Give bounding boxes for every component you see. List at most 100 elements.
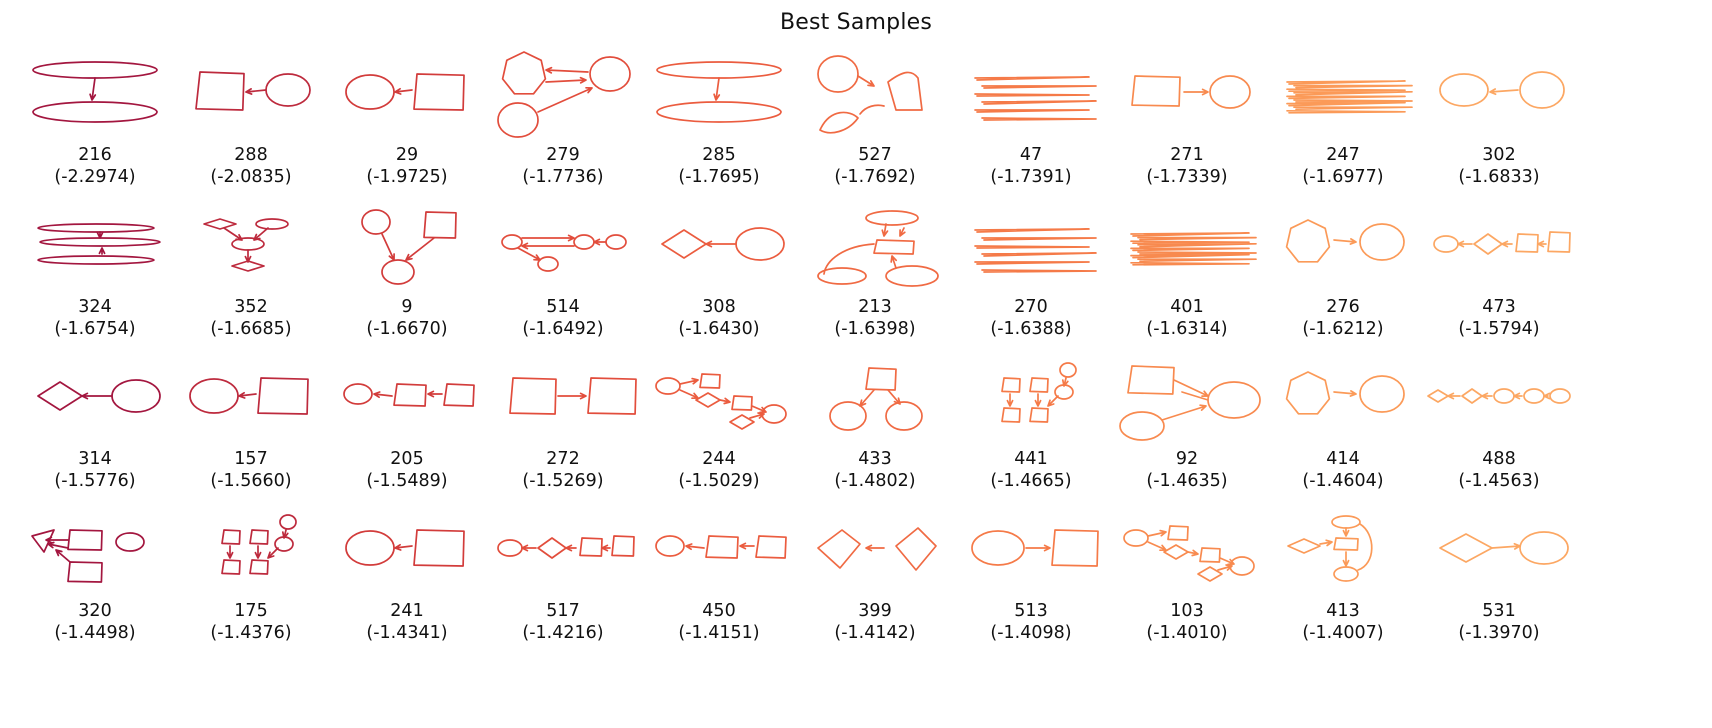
sample-cell: 175 (-1.4376) xyxy=(176,508,326,658)
sample-label: 473 (-1.5794) xyxy=(1424,296,1574,340)
sample-score: (-1.7339) xyxy=(1146,167,1228,187)
sample-score: (-1.9725) xyxy=(366,167,448,187)
sample-id: 241 xyxy=(390,601,424,621)
sketch-scribble xyxy=(1286,80,1413,114)
sample-label: 413 (-1.4007) xyxy=(1268,600,1418,644)
sketch-zigzag-network xyxy=(1123,525,1255,582)
sample-label: 9 (-1.6670) xyxy=(332,296,482,340)
sample-id: 414 xyxy=(1326,449,1360,469)
sketch-two-to-circle xyxy=(1119,365,1261,441)
sample-cell: 276 (-1.6212) xyxy=(1268,204,1418,354)
sketch-hexagon-circles-arrows xyxy=(497,51,631,138)
sample-id: 276 xyxy=(1326,297,1360,317)
sample-cell: 157 (-1.5660) xyxy=(176,356,326,506)
sample-score: (-1.4098) xyxy=(990,623,1072,643)
sketch-two-ellipses-stacked xyxy=(656,61,782,123)
sketch-stacked-lines xyxy=(974,228,1097,273)
sample-score: (-1.5794) xyxy=(1458,319,1540,339)
sketch-circle-left-circle xyxy=(1439,71,1565,109)
sample-id: 29 xyxy=(395,145,419,165)
sample-score: (-1.6492) xyxy=(522,319,604,339)
sample-score: (-1.6212) xyxy=(1302,319,1384,339)
sample-score: (-1.6388) xyxy=(990,319,1072,339)
sketch-circle-left-square xyxy=(189,377,309,415)
sample-label: 244 (-1.5029) xyxy=(644,448,794,492)
sample-cell: 488 (-1.4563) xyxy=(1424,356,1574,506)
sample-score: (-1.6670) xyxy=(366,319,448,339)
sample-label: 302 (-1.6833) xyxy=(1424,144,1574,188)
sample-score: (-1.7391) xyxy=(990,167,1072,187)
sample-id: 205 xyxy=(390,449,424,469)
sample-cell: 205 (-1.5489) xyxy=(332,356,482,506)
sample-id: 270 xyxy=(1014,297,1048,317)
sample-id: 47 xyxy=(1019,145,1043,165)
sketch-circle-chain xyxy=(501,234,627,272)
sample-id: 244 xyxy=(702,449,736,469)
page-title: Best Samples xyxy=(779,10,933,35)
sample-label: 399 (-1.4142) xyxy=(800,600,950,644)
sample-id: 285 xyxy=(702,145,736,165)
sample-id: 247 xyxy=(1326,145,1360,165)
sketch-circle-left-square xyxy=(345,73,465,111)
sample-cell: 285 (-1.7695) xyxy=(644,52,794,202)
sample-label: 271 (-1.7339) xyxy=(1112,144,1262,188)
sample-id: 308 xyxy=(702,297,736,317)
sample-label: 213 (-1.6398) xyxy=(800,296,950,340)
sample-cell: 514 (-1.6492) xyxy=(488,204,638,354)
sample-label: 285 (-1.7695) xyxy=(644,144,794,188)
sample-id: 272 xyxy=(546,449,580,469)
sample-id: 157 xyxy=(234,449,268,469)
sample-label: 531 (-1.3970) xyxy=(1424,600,1574,644)
sketch-messy-cluster xyxy=(31,529,145,583)
sample-score: (-2.0835) xyxy=(210,167,292,187)
sample-label: 29 (-1.9725) xyxy=(332,144,482,188)
sample-score: (-1.4563) xyxy=(1458,471,1540,491)
sample-score: (-1.3970) xyxy=(1458,623,1540,643)
sample-score: (-1.6430) xyxy=(678,319,760,339)
sample-label: 314 (-1.5776) xyxy=(20,448,170,492)
sample-id: 279 xyxy=(546,145,580,165)
sketch-circle-arrow-circle xyxy=(1285,219,1405,263)
sample-cell: 320 (-1.4498) xyxy=(20,508,170,658)
sample-id: 175 xyxy=(234,601,268,621)
sample-id: 302 xyxy=(1482,145,1516,165)
sample-cell: 450 (-1.4151) xyxy=(644,508,794,658)
sample-score: (-1.4216) xyxy=(522,623,604,643)
sample-label: 450 (-1.4151) xyxy=(644,600,794,644)
sketch-small-grid xyxy=(1001,362,1077,423)
sample-cell: 527 (-1.7692) xyxy=(800,52,950,202)
sample-cell: 401 (-1.6314) xyxy=(1112,204,1262,354)
sketch-circle-arrow-square xyxy=(971,529,1099,567)
sample-cell: 517 (-1.4216) xyxy=(488,508,638,658)
sample-score: (-1.5489) xyxy=(366,471,448,491)
sample-id: 473 xyxy=(1482,297,1516,317)
sample-id: 324 xyxy=(78,297,112,317)
sample-label: 272 (-1.5269) xyxy=(488,448,638,492)
sample-score: (-1.6833) xyxy=(1458,167,1540,187)
sample-label: 324 (-1.6754) xyxy=(20,296,170,340)
sketch-four-node-chain xyxy=(1433,231,1571,255)
sample-label: 270 (-1.6388) xyxy=(956,296,1106,340)
sample-label: 157 (-1.5660) xyxy=(176,448,326,492)
sample-cell: 441 (-1.4665) xyxy=(956,356,1106,506)
sample-cell: 413 (-1.4007) xyxy=(1268,508,1418,658)
sample-label: 247 (-1.6977) xyxy=(1268,144,1418,188)
sample-score: (-1.4151) xyxy=(678,623,760,643)
sample-id: 401 xyxy=(1170,297,1204,317)
sketch-stacked-lines xyxy=(974,76,1097,121)
sample-id: 450 xyxy=(702,601,736,621)
sample-label: 488 (-1.4563) xyxy=(1424,448,1574,492)
sketch-small-grid xyxy=(221,514,297,575)
sample-id: 488 xyxy=(1482,449,1516,469)
sketch-diamond-left-circle xyxy=(661,227,785,261)
sketch-one-to-two xyxy=(829,367,923,431)
sample-cell: 314 (-1.5776) xyxy=(20,356,170,506)
sample-score: (-1.6977) xyxy=(1302,167,1384,187)
sample-score: (-1.7692) xyxy=(834,167,916,187)
sample-score: (-1.4665) xyxy=(990,471,1072,491)
sample-label: 433 (-1.4802) xyxy=(800,448,950,492)
sample-score: (-1.6685) xyxy=(210,319,292,339)
sketch-diamond-left-circle xyxy=(37,379,161,413)
sketch-diamond-arrow-circle xyxy=(1439,531,1569,565)
